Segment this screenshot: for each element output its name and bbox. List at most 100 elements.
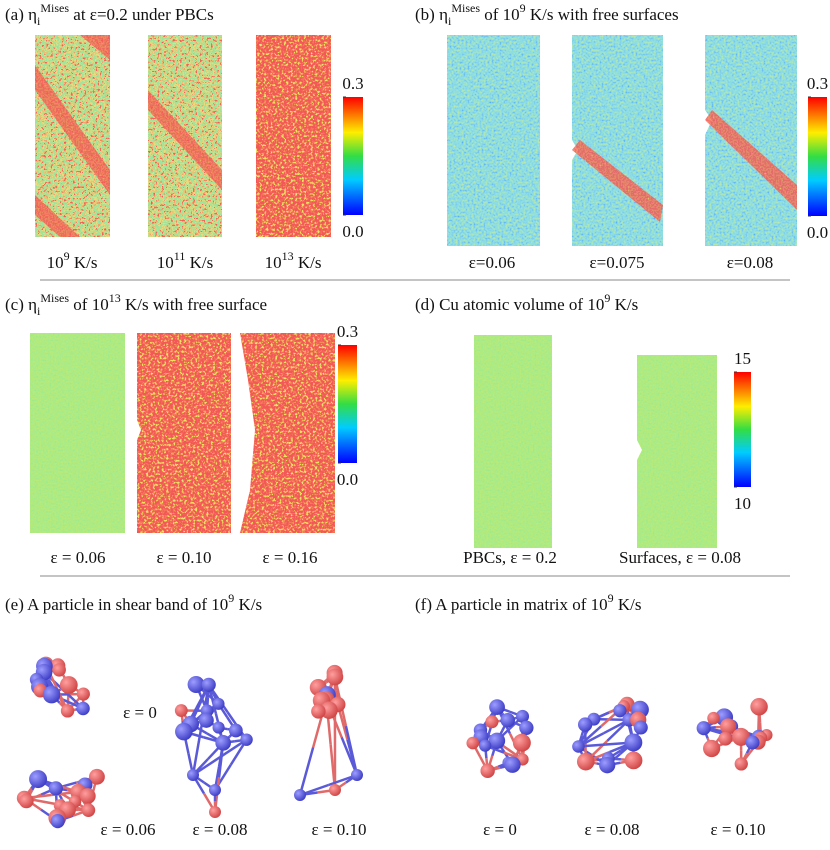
panel-title: (d) Cu atomic volume of 109 K/s <box>415 291 638 314</box>
text-part: ε = 0.16 <box>263 548 318 567</box>
text-part: (f) A particle in matrix of 10 <box>415 595 608 614</box>
panel-title: (a) ηiMises at ε=0.2 under PBCs <box>5 1 214 28</box>
colorbar-tick-label: 0.0 <box>342 222 363 241</box>
atom <box>60 704 75 718</box>
atom <box>240 733 253 746</box>
atom <box>59 676 78 694</box>
image-label: ε = 0.10 <box>157 548 212 567</box>
colorbar-tick-label: 0.0 <box>337 470 358 489</box>
text-part: (d) Cu atomic volume of 10 <box>415 295 604 314</box>
atom <box>703 739 721 758</box>
simulation-image <box>637 355 717 548</box>
text-part: K/s <box>610 295 638 314</box>
colorbar-tick-label: 0.3 <box>342 74 363 93</box>
atom <box>718 731 733 746</box>
atom <box>576 752 595 771</box>
atom <box>500 712 516 728</box>
text-part: (e) A particle in shear band of 10 <box>5 595 228 614</box>
bond <box>191 729 203 776</box>
text-part: K/s <box>294 253 322 272</box>
image-label: 1013 K/s <box>265 249 322 272</box>
atom <box>489 699 505 715</box>
text-part: (c) η <box>5 295 37 314</box>
text-part: of 10 <box>69 295 109 314</box>
atom <box>19 793 34 809</box>
atom <box>485 715 499 729</box>
text-part: 9 <box>608 591 614 605</box>
text-part: ε = 0.10 <box>157 548 212 567</box>
simulation-image <box>705 35 797 246</box>
text-part: K/s with free surface <box>121 295 267 314</box>
text-part: Mises <box>451 1 480 15</box>
colorbar-tick-label: 0.0 <box>807 223 828 242</box>
atom <box>42 685 61 704</box>
atom <box>599 757 616 774</box>
atom <box>577 717 593 732</box>
shear-band <box>572 140 663 222</box>
text-part: K/s <box>614 595 642 614</box>
image-label: ε = 0.10 <box>711 820 766 839</box>
panel-title: (b) ηiMises of 109 K/s with free surface… <box>415 1 679 28</box>
shear-band <box>35 195 80 237</box>
simulation-image <box>240 333 335 533</box>
colorbar <box>338 345 357 463</box>
colorbar-tick-label: 0.3 <box>807 74 828 93</box>
text-part: (a) η <box>5 5 37 24</box>
atom <box>720 718 737 735</box>
atom <box>228 723 243 738</box>
atom <box>750 698 768 716</box>
text-part: ε = 0.08 <box>585 820 640 839</box>
atom <box>48 781 63 796</box>
atom <box>479 739 492 752</box>
atom <box>175 722 193 741</box>
text-part: 10 <box>47 253 64 272</box>
text-part: PBCs, ε = 0.2 <box>463 548 557 567</box>
image-label: PBCs, ε = 0.2 <box>463 548 557 567</box>
simulation-image <box>137 333 231 533</box>
atom <box>209 784 221 796</box>
atom <box>624 733 643 752</box>
colorbar-tick-label: 0.3 <box>337 322 358 341</box>
image-label: ε=0.08 <box>727 253 773 272</box>
atom <box>76 701 90 716</box>
atom <box>326 668 344 686</box>
text-part: ε = 0 <box>483 820 517 839</box>
atom <box>209 806 221 818</box>
text-part: ε = 0.10 <box>711 820 766 839</box>
text-part: i <box>37 14 41 28</box>
text-part: ε=0.075 <box>590 253 645 272</box>
colorbar-tick-label: 10 <box>734 494 751 513</box>
atom <box>29 770 48 789</box>
image-label: ε = 0.06 <box>51 548 106 567</box>
text-part: of 10 <box>480 5 520 24</box>
atom <box>488 732 506 750</box>
atom <box>88 768 105 785</box>
colorbar <box>734 372 751 487</box>
atom <box>707 711 720 725</box>
image-label: 1011 K/s <box>157 249 213 272</box>
atom <box>351 769 363 781</box>
colorbar <box>343 97 363 215</box>
image-label: ε=0.06 <box>469 253 515 272</box>
simulation-image <box>30 333 125 533</box>
bond <box>298 746 315 796</box>
shear-band <box>80 35 110 60</box>
atom <box>215 735 231 751</box>
simulation-image <box>447 35 540 246</box>
atom <box>516 709 530 723</box>
text-part: Mises <box>40 291 69 305</box>
image-label: ε=0.075 <box>590 253 645 272</box>
simulation-image <box>572 35 663 246</box>
atom <box>519 720 534 735</box>
text-part: 11 <box>174 249 186 263</box>
atom <box>480 763 495 779</box>
atom <box>76 687 90 701</box>
text-part: 10 <box>157 253 174 272</box>
text-part: K/s <box>185 253 213 272</box>
atom <box>201 677 216 692</box>
text-part: 9 <box>64 249 70 263</box>
image-label: Surfaces, ε = 0.08 <box>619 548 741 567</box>
atom <box>187 769 199 781</box>
text-part: 10 <box>265 253 282 272</box>
